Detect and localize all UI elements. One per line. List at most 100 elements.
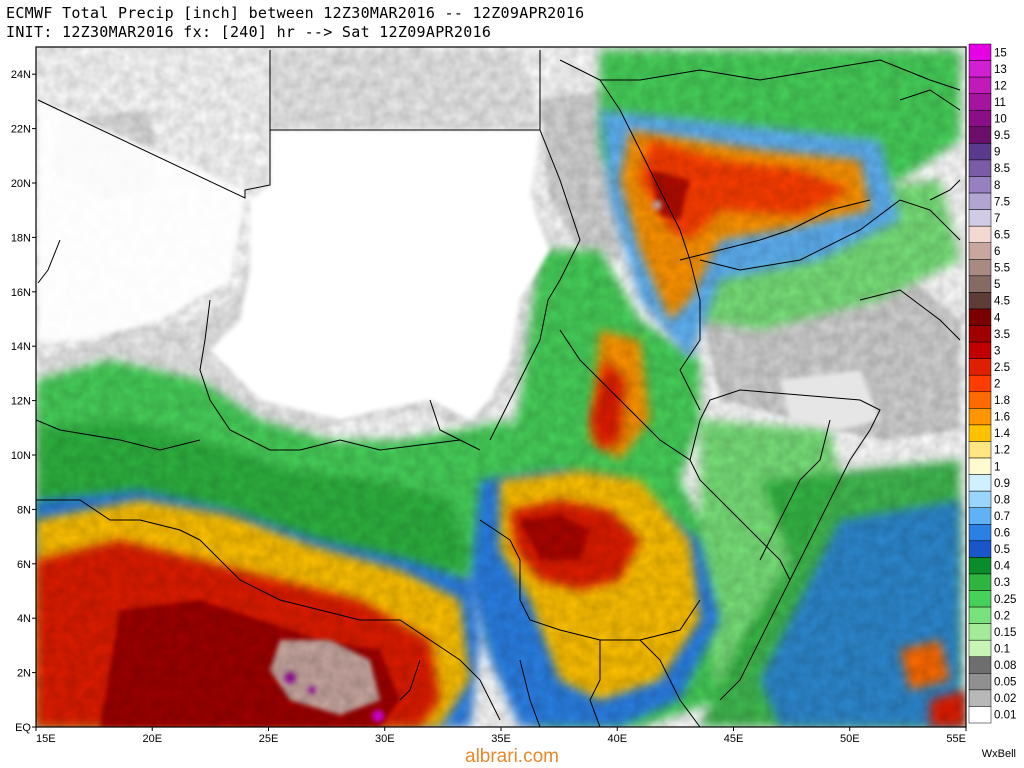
lat-tick-label: 12N [11, 396, 31, 408]
chart-subtitle: INIT: 12Z30MAR2016 fx: [240] hr --> Sat … [6, 23, 492, 41]
legend-swatch [968, 573, 992, 591]
lat-tick-label: 20N [11, 178, 31, 190]
legend-swatch [968, 159, 992, 177]
legend-swatch [968, 457, 992, 475]
legend-label: 8 [994, 180, 1000, 192]
legend-label: 9.5 [994, 130, 1010, 142]
legend-swatch [968, 76, 992, 94]
legend-swatch [968, 358, 992, 376]
legend-label: 2 [994, 379, 1000, 391]
legend-label: 11 [994, 97, 1006, 109]
legend-label: 5 [994, 279, 1000, 291]
legend-label: 0.9 [994, 478, 1010, 490]
legend-swatch [968, 176, 992, 194]
watermark-text: albrari.com [465, 746, 559, 767]
legend-label: 0.1 [994, 643, 1010, 655]
latitude-axis: 24N 22N 20N 18N 16N 14N 12N 10N 8N 6N 4N 2N EQ [11, 69, 36, 734]
legend-swatch [968, 490, 992, 508]
legend-label: 0.2 [994, 610, 1010, 622]
legend-swatch [968, 673, 992, 691]
legend-swatch [968, 441, 992, 459]
legend-swatch [968, 424, 992, 442]
legend-swatch [968, 60, 992, 78]
legend-label: 5.5 [994, 263, 1010, 275]
legend-label: 0.8 [994, 494, 1010, 506]
legend-swatch [968, 292, 992, 310]
chart-title: ECMWF Total Precip [inch] between 12Z30M… [6, 4, 585, 22]
borders [36, 50, 961, 727]
legend-swatch [968, 308, 992, 326]
lat-tick-label: 24N [11, 69, 31, 81]
legend-swatch [968, 507, 992, 525]
legend-label: 0.15 [994, 627, 1016, 639]
legend-label: 2.5 [994, 362, 1010, 374]
lon-tick-label: 30E [375, 733, 395, 745]
lat-tick-label: 2N [17, 668, 31, 680]
legend-label: 0.05 [994, 677, 1016, 689]
longitude-axis: 15E 20E 25E 30E 35E 40E 45E 50E 55E [35, 727, 967, 745]
lon-tick-label: 20E [142, 733, 162, 745]
legend-label: 0.01 [994, 710, 1016, 722]
legend-swatch [968, 43, 992, 61]
legend-label: 10 [994, 114, 1007, 126]
legend-swatch [968, 126, 992, 144]
lon-tick-label: 40E [607, 733, 627, 745]
legend-label: 15 [994, 47, 1007, 59]
no-precip-region [210, 130, 550, 420]
legend-label: 0.5 [994, 544, 1010, 556]
legend-label: 7 [994, 213, 1000, 225]
legend-swatch [968, 209, 992, 227]
lat-tick-label: 6N [17, 559, 31, 571]
lat-tick-label: 10N [11, 450, 31, 462]
lon-tick-label: 55E [946, 733, 966, 745]
legend-label: 1.8 [994, 395, 1010, 407]
credit-text: WxBell [981, 748, 1016, 760]
lon-tick-label: 45E [724, 733, 744, 745]
precip-color-legend: 15131211109.598.587.576.565.554.543.532.… [968, 43, 1016, 724]
legend-label: 8.5 [994, 163, 1010, 175]
legend-label: 9 [994, 147, 1000, 159]
legend-swatch [968, 275, 992, 293]
lat-tick-label: 4N [17, 613, 31, 625]
legend-swatch [968, 391, 992, 409]
legend-swatch [968, 540, 992, 558]
legend-swatch [968, 639, 992, 658]
legend-swatch [968, 143, 992, 161]
lon-tick-label: 25E [259, 733, 279, 745]
legend-swatch [968, 524, 992, 542]
legend-swatch [968, 689, 992, 707]
legend-label: 4 [994, 312, 1001, 324]
legend-label: 13 [994, 64, 1007, 76]
legend-label: 0.02 [994, 693, 1016, 705]
legend-label: 1.2 [994, 445, 1010, 457]
legend-swatch [968, 408, 992, 426]
legend-label: 0.3 [994, 577, 1010, 589]
precip-field [36, 47, 966, 727]
legend-swatch [968, 474, 992, 492]
legend-swatch [968, 259, 992, 277]
legend-label: 6.5 [994, 229, 1010, 241]
legend-swatch [968, 242, 992, 260]
legend-label: 0.08 [994, 660, 1016, 672]
legend-swatch [968, 341, 992, 359]
legend-label: 0.6 [994, 528, 1010, 540]
legend-swatch [968, 374, 992, 393]
legend-label: 4.5 [994, 296, 1010, 308]
lat-tick-label: 22N [11, 124, 31, 136]
legend-label: 7.5 [994, 196, 1010, 208]
legend-label: 0.25 [994, 594, 1016, 606]
legend-swatch [968, 109, 992, 128]
legend-swatch [968, 606, 992, 624]
lon-tick-label: 35E [491, 733, 511, 745]
legend-swatch [968, 590, 992, 608]
legend-swatch [968, 225, 992, 243]
legend-swatch [968, 325, 992, 343]
legend-label: 1 [994, 461, 1000, 473]
lat-tick-label: 8N [17, 504, 31, 516]
legend-label: 3.5 [994, 329, 1010, 341]
legend-label: 0.4 [994, 561, 1011, 573]
legend-swatch [968, 706, 992, 724]
legend-label: 6 [994, 246, 1000, 258]
legend-swatch [968, 192, 992, 210]
